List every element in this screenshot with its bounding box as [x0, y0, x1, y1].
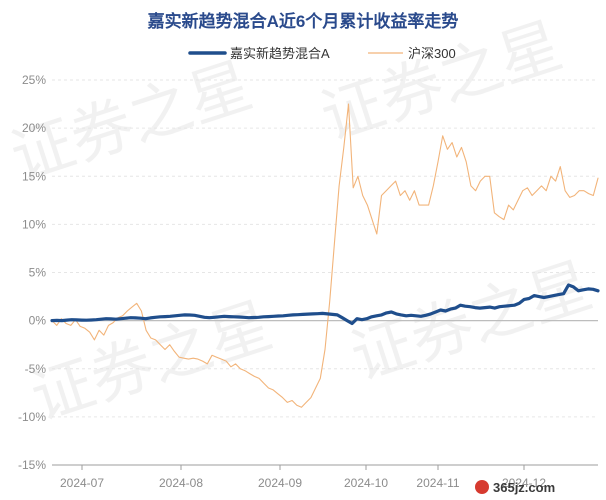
x-tick-label: 2024-11 — [416, 476, 459, 490]
series — [50, 103, 600, 408]
x-tick-label: 2024-10 — [344, 476, 388, 490]
y-tick-label: -15% — [18, 458, 46, 472]
x-tick-label: 2024-07 — [60, 476, 104, 490]
legend-label-index: 沪深300 — [408, 46, 456, 61]
y-tick-label: -10% — [18, 410, 46, 424]
y-tick-label: 10% — [22, 217, 46, 231]
x-axis: 2024-07 2024-08 2024-09 2024-10 2024-11 2024-… — [52, 464, 598, 490]
series-line-fund — [50, 283, 600, 326]
chart-title: 嘉实新趋势混合A近6个月累计收益率走势 — [147, 11, 459, 31]
watermark-site: 365jz.com — [475, 480, 555, 495]
y-tick-label: 15% — [22, 169, 46, 183]
y-tick-label: 20% — [22, 121, 46, 135]
svg-text:证券之星: 证券之星 — [22, 288, 280, 434]
x-tick-label: 2024-09 — [258, 476, 302, 490]
watermark-site-text: 365jz.com — [493, 480, 555, 495]
watermark: 证券之星 证券之星 证券之星 证券之星 — [2, 8, 600, 434]
x-tick-label: 2024-12 — [502, 476, 546, 490]
y-tick-label: 0% — [29, 314, 47, 328]
y-tick-label: 5% — [29, 266, 47, 280]
y-axis: 25% 20% 15% 10% 5% 0% -5% -10% -15% — [18, 73, 46, 472]
legend: 嘉实新趋势混合A 沪深300 — [188, 46, 456, 61]
legend-label-fund: 嘉实新趋势混合A — [230, 46, 330, 61]
svg-text:证券之星: 证券之星 — [342, 248, 600, 394]
x-tick-label: 2024-08 — [159, 476, 203, 490]
y-tick-label: -5% — [25, 362, 47, 376]
y-tick-label: 25% — [22, 73, 46, 87]
